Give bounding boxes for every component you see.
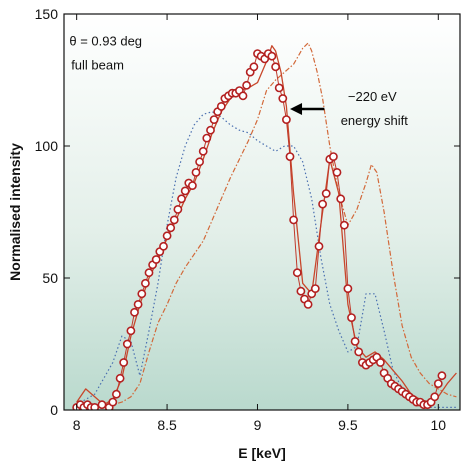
measured-point xyxy=(347,313,356,322)
series-layer xyxy=(72,42,457,410)
measured-point xyxy=(354,347,364,357)
x-tick-label: 8 xyxy=(73,417,81,433)
measured-point xyxy=(328,152,338,161)
measured-point xyxy=(430,392,440,402)
x-axis-title: E [keV] xyxy=(238,445,285,461)
measured-point xyxy=(115,373,125,383)
measured-point xyxy=(310,284,320,293)
x-tick-label: 8.5 xyxy=(157,417,177,433)
measured-point xyxy=(292,268,302,278)
measured-point xyxy=(108,397,118,407)
measured-point xyxy=(198,146,208,156)
measured-point xyxy=(267,51,277,61)
annotation-shift-label: energy shift xyxy=(341,113,409,128)
y-tick-label: 0 xyxy=(50,402,58,418)
measured-point xyxy=(180,186,190,196)
plot-frame xyxy=(63,13,461,411)
measured-point xyxy=(173,204,183,214)
measured-point xyxy=(343,284,353,293)
measured-point xyxy=(339,220,349,230)
measured-point xyxy=(140,278,150,288)
measured-point xyxy=(137,289,147,299)
arrow-layer xyxy=(290,103,325,116)
annotation-angle: θ = 0.93 deg xyxy=(69,34,142,49)
measured-point xyxy=(97,400,107,410)
measured-point xyxy=(169,215,179,225)
measured-point xyxy=(122,339,132,349)
y-tick-label: 150 xyxy=(35,6,59,22)
measured-point xyxy=(296,286,306,296)
measured-point xyxy=(112,389,121,399)
y-tick-label: 100 xyxy=(35,138,59,154)
measured-point xyxy=(191,167,201,177)
shift-arrow-head xyxy=(290,103,303,116)
x-tick-label: 9 xyxy=(254,417,262,433)
measured-point xyxy=(166,223,176,233)
measured-point xyxy=(437,371,447,381)
measured-point xyxy=(375,358,385,367)
series-dash-dot xyxy=(76,42,457,408)
measured-point xyxy=(90,403,100,410)
measured-point xyxy=(332,167,342,177)
measured-point xyxy=(162,231,172,241)
measured-point xyxy=(133,299,143,309)
measured-point xyxy=(195,157,204,167)
measured-point xyxy=(202,133,212,143)
annotation-shift-value: −220 eV xyxy=(348,89,397,104)
measured-point xyxy=(278,94,288,103)
x-tick-label: 10 xyxy=(431,417,447,433)
measured-point xyxy=(151,255,161,264)
measured-point xyxy=(350,336,360,346)
measured-point xyxy=(119,358,129,367)
measured-point xyxy=(321,189,331,198)
measured-point xyxy=(144,268,154,278)
y-tick-label: 50 xyxy=(42,270,58,286)
measured-point xyxy=(249,62,259,72)
measured-point xyxy=(271,62,280,72)
annotation-beam: full beam xyxy=(71,57,124,72)
measured-point xyxy=(177,194,186,204)
y-axis-title: Normalised intensity xyxy=(7,143,23,281)
measured-point xyxy=(187,181,197,190)
measured-point xyxy=(303,299,313,309)
measured-point xyxy=(274,83,284,93)
measured-point xyxy=(238,91,248,101)
measured-point xyxy=(433,379,443,388)
measured-point xyxy=(242,80,251,90)
measured-point xyxy=(206,125,215,135)
annotation-layer: θ = 0.93 deg full beam −220 eV energy sh… xyxy=(69,34,408,128)
measured-point xyxy=(159,241,168,251)
measured-point xyxy=(285,152,295,161)
measured-point xyxy=(130,307,139,317)
measured-point xyxy=(216,102,226,111)
measured-point xyxy=(209,115,219,124)
x-tick-label: 9.5 xyxy=(338,417,358,433)
measured-point xyxy=(289,215,298,225)
measured-point xyxy=(281,115,291,124)
measured-point xyxy=(336,194,346,204)
measured-point xyxy=(318,199,327,209)
measured-point xyxy=(126,326,136,336)
measured-point xyxy=(314,241,324,251)
